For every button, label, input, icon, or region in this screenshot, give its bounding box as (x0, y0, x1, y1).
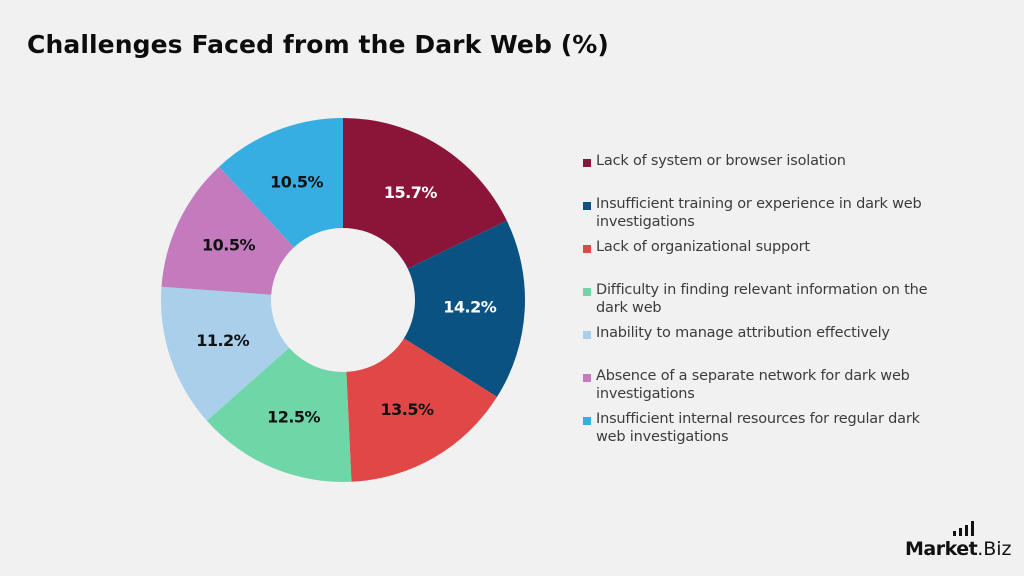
legend-swatch-icon (583, 159, 591, 167)
legend-swatch-icon (583, 417, 591, 425)
donut-slice-labels: 15.7% 14.2% 13.5% 12.5% 11.2% 10.5% 10.5% (196, 172, 497, 426)
slice-value-label: 10.5% (270, 172, 323, 191)
legend-label: Insufficient internal resources for regu… (596, 411, 920, 445)
legend-swatch-icon (583, 331, 591, 339)
donut-slices (160, 118, 525, 482)
legend-item-internal-resources: Insufficient internal resources for regu… (583, 410, 946, 446)
donut-slice (161, 166, 294, 295)
logo-brand: Market (905, 538, 978, 560)
legend-swatch-icon (583, 374, 591, 382)
donut-slice (343, 118, 507, 269)
slice-value-label: 14.2% (443, 298, 496, 317)
donut-slice (346, 338, 498, 482)
legend-label: Inability to manage attribution effectiv… (596, 325, 890, 341)
legend-item-finding-information: Difficulty in finding relevant informati… (583, 281, 946, 317)
slice-value-label: 11.2% (196, 331, 249, 350)
slice-value-label: 10.5% (202, 236, 255, 255)
legend-item-separate-network: Absence of a separate network for dark w… (583, 367, 946, 403)
legend-swatch-icon (583, 245, 591, 253)
legend-label: Insufficient training or experience in d… (596, 196, 922, 230)
slice-value-label: 15.7% (384, 183, 437, 202)
chart-title: Challenges Faced from the Dark Web (%) (27, 30, 609, 59)
legend-label: Difficulty in finding relevant informati… (596, 282, 928, 316)
slice-value-label: 13.5% (380, 400, 433, 419)
legend-item-system-isolation: Lack of system or browser isolation (583, 152, 946, 170)
donut-slice (219, 118, 343, 248)
marketbiz-logo: Market.Biz (905, 521, 1012, 568)
legend-swatch-icon (583, 202, 591, 210)
legend-item-organizational-support: Lack of organizational support (583, 238, 946, 256)
donut-slice (160, 286, 290, 421)
legend-label: Lack of system or browser isolation (596, 153, 846, 169)
donut-slice (403, 220, 525, 397)
slice-value-label: 12.5% (267, 408, 320, 427)
legend-item-insufficient-training: Insufficient training or experience in d… (583, 195, 946, 231)
logo-tld: .Biz (977, 538, 1012, 560)
legend-label: Lack of organizational support (596, 239, 810, 255)
donut-slice (206, 347, 352, 482)
legend-swatch-icon (583, 288, 591, 296)
legend-item-attribution: Inability to manage attribution effectiv… (583, 324, 946, 342)
legend-label: Absence of a separate network for dark w… (596, 368, 910, 402)
